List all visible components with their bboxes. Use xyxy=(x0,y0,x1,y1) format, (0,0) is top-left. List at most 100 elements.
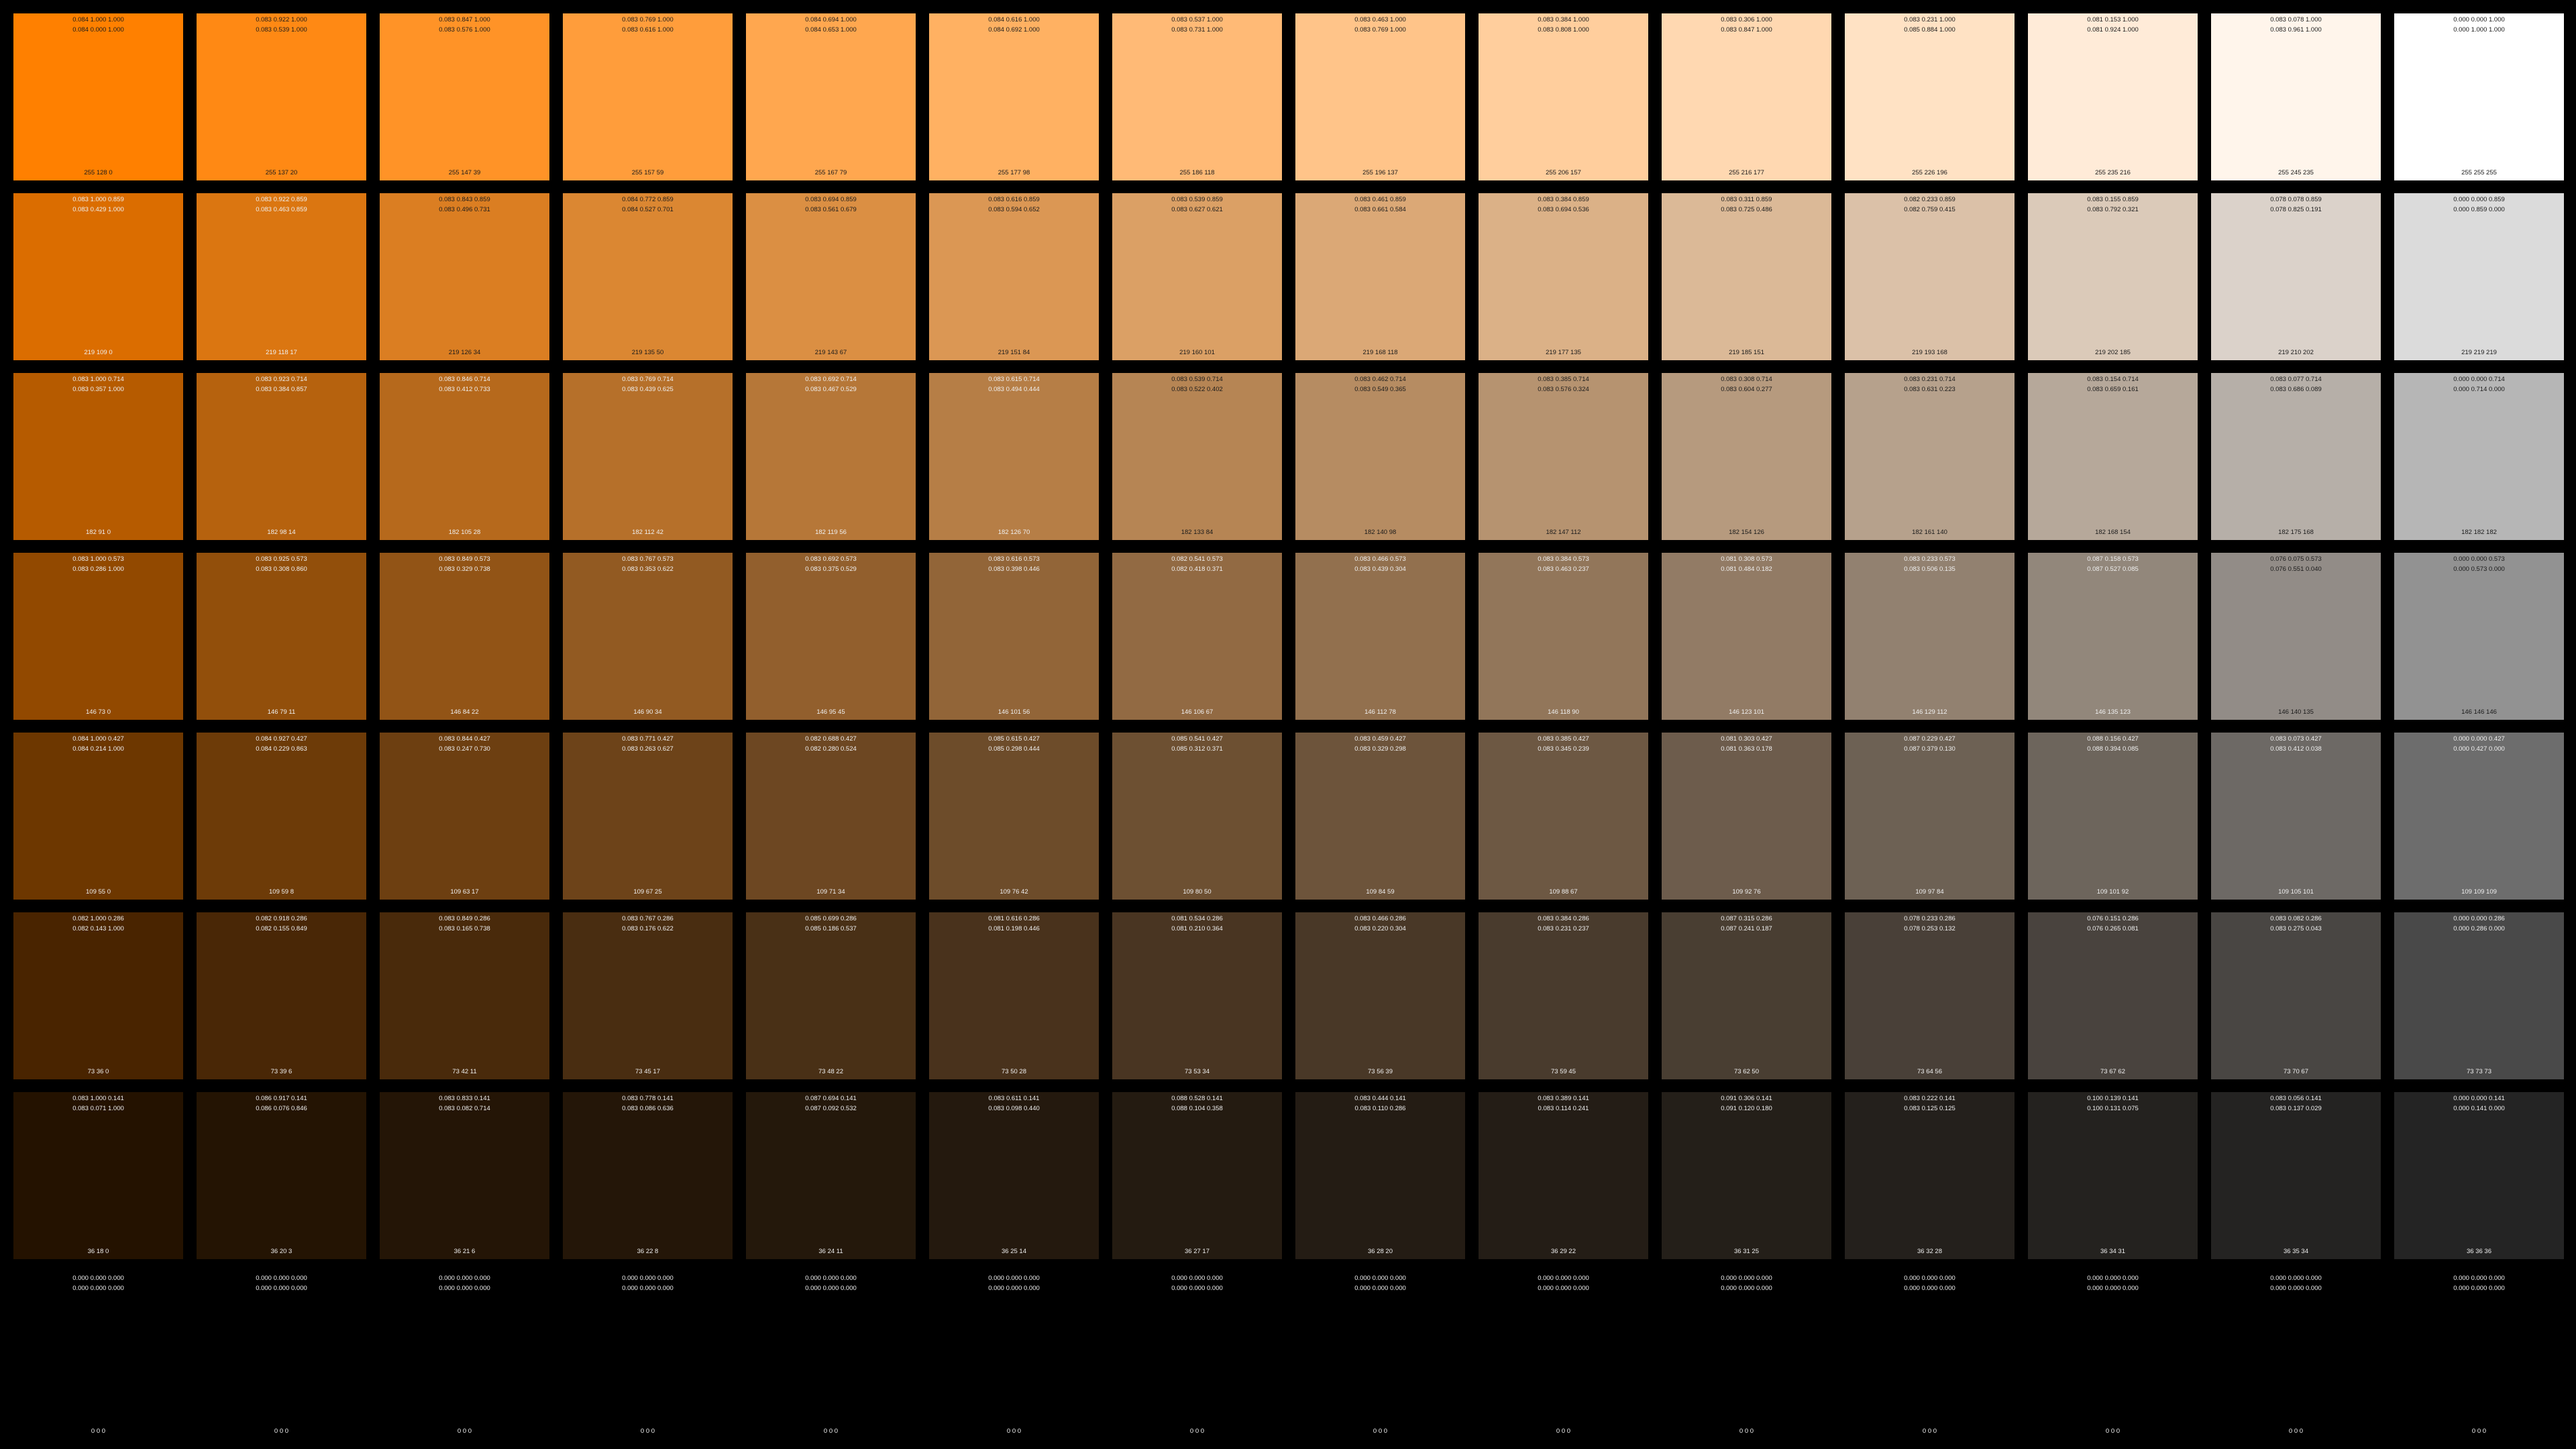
swatch-hsv-values: 0.083 0.611 0.141 xyxy=(988,1095,1040,1102)
swatch-hsl-values: 0.084 0.653 1.000 xyxy=(805,25,857,34)
color-swatch: 0.086 0.917 0.141 0.086 0.076 0.846 36 20 … xyxy=(197,1092,366,1259)
swatch-hsv-values: 0.083 0.925 0.573 xyxy=(256,555,307,563)
swatch-hsl-values: 0.081 0.924 1.000 xyxy=(2087,25,2139,34)
swatch-hsv-values: 0.088 0.156 0.427 xyxy=(2087,735,2139,743)
swatch-rgb-values: 73 50 28 xyxy=(1002,1068,1026,1076)
swatch-hsl-values: 0.078 0.825 0.191 xyxy=(2270,205,2322,213)
swatch-hsl-values: 0.088 0.104 0.358 xyxy=(1171,1104,1223,1112)
swatch-rgb-values: 255 255 255 xyxy=(2461,169,2497,177)
swatch-hsv-values: 0.083 0.385 0.714 xyxy=(1538,376,1589,383)
swatch-hsv-values: 0.083 0.833 0.141 xyxy=(439,1095,490,1102)
swatch-rgb-values: 0 0 0 xyxy=(2471,1428,2487,1436)
swatch-hsl-values: 0.082 0.143 1.000 xyxy=(72,924,124,932)
color-swatch: 0.084 0.772 0.859 0.084 0.527 0.701 219 13… xyxy=(563,193,733,360)
swatch-hsl-values: 0.083 0.353 0.622 xyxy=(622,565,674,573)
color-swatch: 0.084 0.694 1.000 0.084 0.653 1.000 255 16… xyxy=(746,13,916,180)
swatch-hsv-values: 0.083 0.616 0.859 xyxy=(988,196,1040,203)
swatch-hsv-values: 0.083 0.694 0.859 xyxy=(805,196,857,203)
swatch-rgb-values: 109 88 67 xyxy=(1549,888,1578,896)
swatch-rgb-values: 182 175 168 xyxy=(2278,529,2314,537)
color-swatch: 0.082 0.688 0.427 0.082 0.280 0.524 109 71… xyxy=(746,733,916,900)
color-swatch: 0.000 0.000 0.000 0.000 0.000 0.000 0 0 0 xyxy=(563,1272,733,1439)
color-swatch: 0.083 0.385 0.427 0.083 0.345 0.239 109 88… xyxy=(1479,733,1648,900)
swatch-hsv-values: 0.000 0.000 0.000 xyxy=(1721,1275,1772,1282)
swatch-rgb-values: 36 24 11 xyxy=(818,1248,843,1256)
swatch-hsl-values: 0.083 0.616 1.000 xyxy=(622,25,674,34)
swatch-hsv-values: 0.082 0.688 0.427 xyxy=(805,735,857,743)
color-swatch: 0.083 0.844 0.427 0.083 0.247 0.730 109 63… xyxy=(380,733,549,900)
color-swatch: 0.091 0.306 0.141 0.091 0.120 0.180 36 31 … xyxy=(1662,1092,1831,1259)
swatch-hsv-values: 0.000 0.000 0.573 xyxy=(2453,555,2505,563)
color-swatch: 0.083 0.466 0.573 0.083 0.439 0.304 146 11… xyxy=(1295,553,1465,720)
swatch-hsv-values: 0.083 0.466 0.573 xyxy=(1354,555,1406,563)
swatch-rgb-values: 255 137 20 xyxy=(265,169,298,177)
swatch-rgb-values: 146 135 123 xyxy=(2095,708,2131,716)
swatch-rgb-values: 109 55 0 xyxy=(86,888,111,896)
swatch-hsv-values: 0.000 0.000 0.000 xyxy=(72,1275,124,1282)
swatch-hsl-values: 0.076 0.265 0.081 xyxy=(2087,924,2139,932)
color-swatch: 0.083 0.771 0.427 0.083 0.263 0.627 109 67… xyxy=(563,733,733,900)
color-swatch: 0.083 0.843 0.859 0.083 0.496 0.731 219 12… xyxy=(380,193,549,360)
swatch-hsl-values: 0.083 0.125 0.125 xyxy=(1904,1104,1955,1112)
swatch-hsl-values: 0.083 0.561 0.679 xyxy=(805,205,857,213)
color-swatch: 0.081 0.534 0.286 0.081 0.210 0.364 73 53 … xyxy=(1112,912,1282,1079)
swatch-hsv-values: 0.083 0.769 1.000 xyxy=(622,16,674,23)
swatch-hsl-values: 0.083 0.539 1.000 xyxy=(256,25,307,34)
swatch-hsv-values: 0.083 0.385 0.427 xyxy=(1538,735,1589,743)
color-swatch: 0.083 0.616 0.859 0.083 0.594 0.652 219 15… xyxy=(929,193,1099,360)
swatch-hsl-values: 0.000 0.141 0.000 xyxy=(2453,1104,2505,1112)
swatch-hsl-values: 0.000 0.000 0.000 xyxy=(805,1284,857,1292)
swatch-rgb-values: 109 101 92 xyxy=(2096,888,2129,896)
color-swatch: 0.083 0.769 1.000 0.083 0.616 1.000 255 15… xyxy=(563,13,733,180)
swatch-hsv-values: 0.083 0.539 0.859 xyxy=(1171,196,1223,203)
swatch-hsl-values: 0.083 0.522 0.402 xyxy=(1171,385,1223,393)
swatch-hsl-values: 0.083 0.549 0.365 xyxy=(1354,385,1406,393)
color-swatch: 0.083 0.155 0.859 0.083 0.792 0.321 219 20… xyxy=(2028,193,2198,360)
color-swatch: 0.083 0.154 0.714 0.083 0.659 0.161 182 16… xyxy=(2028,373,2198,540)
color-swatch: 0.083 0.767 0.573 0.083 0.353 0.622 146 90… xyxy=(563,553,733,720)
swatch-hsl-values: 0.083 0.375 0.529 xyxy=(805,565,857,573)
swatch-hsl-values: 0.083 0.384 0.857 xyxy=(256,385,307,393)
swatch-hsl-values: 0.087 0.379 0.130 xyxy=(1904,745,1955,753)
swatch-rgb-values: 0 0 0 xyxy=(1006,1428,1022,1436)
swatch-hsv-values: 0.087 0.315 0.286 xyxy=(1721,915,1772,922)
color-swatch: 0.000 0.000 0.141 0.000 0.141 0.000 36 36 … xyxy=(2394,1092,2564,1259)
swatch-rgb-values: 255 147 39 xyxy=(448,169,481,177)
swatch-hsl-values: 0.084 0.229 0.863 xyxy=(256,745,307,753)
swatch-rgb-values: 219 151 84 xyxy=(998,349,1030,357)
color-swatch: 0.083 0.539 0.859 0.083 0.627 0.621 219 16… xyxy=(1112,193,1282,360)
color-swatch: 0.000 0.000 0.573 0.000 0.573 0.000 146 14… xyxy=(2394,553,2564,720)
swatch-hsl-values: 0.083 0.467 0.529 xyxy=(805,385,857,393)
color-swatch: 0.078 0.233 0.286 0.078 0.253 0.132 73 64 … xyxy=(1845,912,2015,1079)
color-swatch: 0.083 0.384 0.573 0.083 0.463 0.237 146 11… xyxy=(1479,553,1648,720)
swatch-hsv-values: 0.083 0.771 0.427 xyxy=(622,735,674,743)
color-swatch: 0.081 0.153 1.000 0.081 0.924 1.000 255 23… xyxy=(2028,13,2198,180)
color-swatch: 0.083 0.846 0.714 0.083 0.412 0.733 182 10… xyxy=(380,373,549,540)
color-swatch: 0.078 0.078 0.859 0.078 0.825 0.191 219 21… xyxy=(2211,193,2381,360)
swatch-rgb-values: 0 0 0 xyxy=(91,1428,106,1436)
swatch-hsl-values: 0.000 0.859 0.000 xyxy=(2453,205,2505,213)
swatch-rgb-values: 255 206 157 xyxy=(1546,169,1581,177)
swatch-hsl-values: 0.000 0.000 0.000 xyxy=(1538,1284,1589,1292)
swatch-hsv-values: 0.083 0.231 1.000 xyxy=(1904,16,1955,23)
swatch-hsl-values: 0.083 0.247 0.730 xyxy=(439,745,490,753)
swatch-hsl-values: 0.083 0.494 0.444 xyxy=(988,385,1040,393)
swatch-hsl-values: 0.081 0.210 0.364 xyxy=(1171,924,1223,932)
swatch-hsl-values: 0.083 0.661 0.584 xyxy=(1354,205,1406,213)
color-swatch: 0.083 0.539 0.714 0.083 0.522 0.402 182 13… xyxy=(1112,373,1282,540)
swatch-hsv-values: 0.084 0.616 1.000 xyxy=(988,16,1040,23)
swatch-hsv-values: 0.083 1.000 0.859 xyxy=(72,196,124,203)
swatch-hsl-values: 0.000 0.000 0.000 xyxy=(622,1284,674,1292)
color-swatch: 0.000 0.000 0.000 0.000 0.000 0.000 0 0 0 xyxy=(1845,1272,2015,1439)
color-swatch: 0.083 0.384 1.000 0.083 0.808 1.000 255 20… xyxy=(1479,13,1648,180)
swatch-hsv-values: 0.000 0.000 0.000 xyxy=(2270,1275,2322,1282)
color-swatch: 0.083 0.615 0.714 0.083 0.494 0.444 182 12… xyxy=(929,373,1099,540)
swatch-hsv-values: 0.083 0.922 1.000 xyxy=(256,16,307,23)
swatch-hsl-values: 0.083 0.594 0.652 xyxy=(988,205,1040,213)
swatch-rgb-values: 219 193 168 xyxy=(1912,349,1947,357)
swatch-rgb-values: 36 35 34 xyxy=(2284,1248,2308,1256)
color-swatch: 0.000 0.000 0.000 0.000 0.000 0.000 0 0 0 xyxy=(1112,1272,1282,1439)
swatch-hsl-values: 0.083 0.412 0.038 xyxy=(2270,745,2322,753)
swatch-hsv-values: 0.083 0.154 0.714 xyxy=(2087,376,2139,383)
swatch-hsl-values: 0.083 0.792 0.321 xyxy=(2087,205,2139,213)
